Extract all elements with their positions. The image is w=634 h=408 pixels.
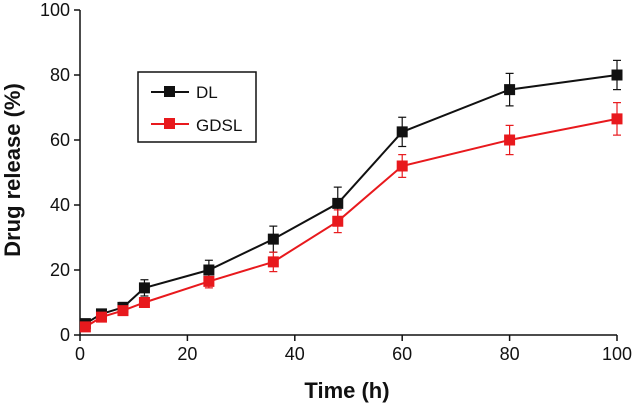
y-tick-label: 80 (50, 65, 70, 85)
y-tick-label: 60 (50, 130, 70, 150)
markers (79, 69, 623, 333)
series-line-dl (84, 74, 618, 325)
legend-box (137, 71, 257, 143)
data-point-gdsl (267, 256, 279, 268)
legend-marker-gdsl (164, 118, 175, 129)
data-point-gdsl (504, 134, 516, 146)
y-tick-label: 100 (40, 0, 70, 20)
x-tick-label: 100 (602, 344, 632, 364)
x-tick-label: 20 (177, 344, 197, 364)
series-line-gdsl (84, 117, 618, 328)
data-point-dl (203, 264, 215, 276)
legend-marker-dl (164, 86, 175, 97)
data-point-gdsl (396, 160, 408, 172)
legend-label-gdsl: GDSL (196, 116, 242, 135)
x-tick-label: 80 (500, 344, 520, 364)
data-point-dl (396, 126, 408, 138)
data-point-dl (267, 233, 279, 245)
data-point-gdsl (117, 305, 129, 317)
data-point-dl (138, 282, 150, 294)
data-point-gdsl (203, 275, 215, 287)
legend-label-dl: DL (196, 83, 218, 102)
data-point-dl (611, 69, 623, 81)
x-axis-title: Time (h) (304, 378, 389, 403)
axes: 0 20 40 60 80 100 0 20 40 60 80 100 (40, 0, 632, 364)
x-tick-label: 0 (75, 344, 85, 364)
y-axis-title: Drug release (%) (0, 83, 25, 257)
data-point-gdsl (611, 113, 623, 125)
data-point-dl (332, 197, 344, 209)
data-point-dl (504, 84, 516, 96)
x-tick-label: 40 (285, 344, 305, 364)
x-tick-label: 60 (392, 344, 412, 364)
y-tick-label: 20 (50, 260, 70, 280)
y-tick-label: 0 (60, 325, 70, 345)
data-point-gdsl (95, 311, 107, 323)
series-lines (84, 74, 618, 328)
data-point-gdsl (79, 321, 91, 333)
data-point-gdsl (138, 297, 150, 308)
data-point-gdsl (332, 215, 344, 227)
legend: DL GDSL (137, 71, 257, 143)
y-tick-label: 40 (50, 195, 70, 215)
